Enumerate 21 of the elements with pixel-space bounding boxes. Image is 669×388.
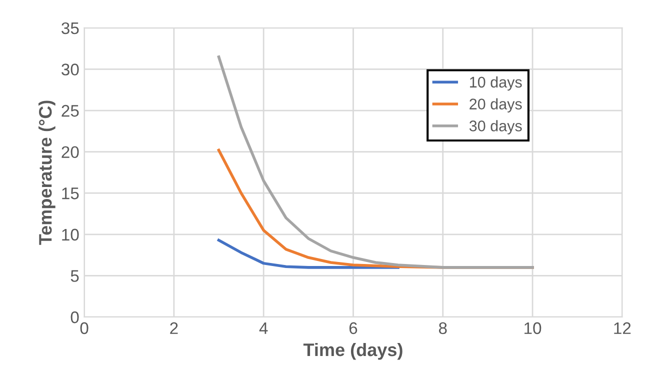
y-tick-label: 30 <box>62 64 79 76</box>
legend-label: 10 days <box>470 76 522 91</box>
y-tick-label: 20 <box>62 146 79 158</box>
line-series <box>217 55 534 269</box>
x-tick-label: 8 <box>438 322 447 334</box>
x-tick-label: 2 <box>170 322 178 334</box>
y-tick-label: 5 <box>70 270 79 282</box>
y-tick-label: 10 <box>62 228 79 241</box>
y-axis-title: Temperature (°C) <box>38 100 56 245</box>
x-tick-label: 4 <box>259 322 268 334</box>
y-tick-label: 0 <box>70 311 79 324</box>
x-axis-title: Time (days) <box>303 342 402 360</box>
legend-label: 30 days <box>469 120 522 134</box>
x-tick-label: 0 <box>80 322 88 334</box>
x-tick-label: 6 <box>349 322 358 334</box>
y-tick-label: 25 <box>62 104 79 117</box>
y-tick-label: 15 <box>62 188 79 200</box>
x-tick-label: 10 <box>524 322 542 334</box>
legend-label: 20 days <box>470 98 522 112</box>
x-tick-label: 12 <box>614 322 631 334</box>
y-tick-label: 35 <box>62 22 79 34</box>
